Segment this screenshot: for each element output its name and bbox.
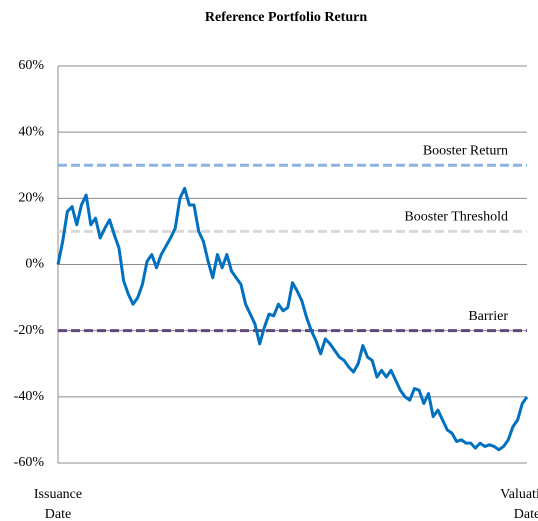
reference-label: Barrier [468,309,508,324]
y-tick-label: -40% [14,389,45,404]
y-tick-label: 60% [18,58,44,73]
y-tick-label: -20% [14,323,45,338]
y-tick-label: 0% [25,257,44,272]
y-tick-label: -60% [14,455,45,470]
x-tick-label: Valuation Date [500,487,538,521]
y-tick-label: 20% [18,191,44,206]
x-tick-label-box: Valuation Date [500,487,538,521]
data-line [56,186,529,452]
reference-label: Booster Return [423,143,508,158]
x-tick-label: Issuance Date [33,487,83,521]
y-tick-label: 40% [18,124,44,139]
chart-title: Reference Portfolio Return [205,10,367,25]
reference-label: Booster Threshold [404,210,508,225]
x-tick-label-box: Issuance Date [33,487,83,521]
